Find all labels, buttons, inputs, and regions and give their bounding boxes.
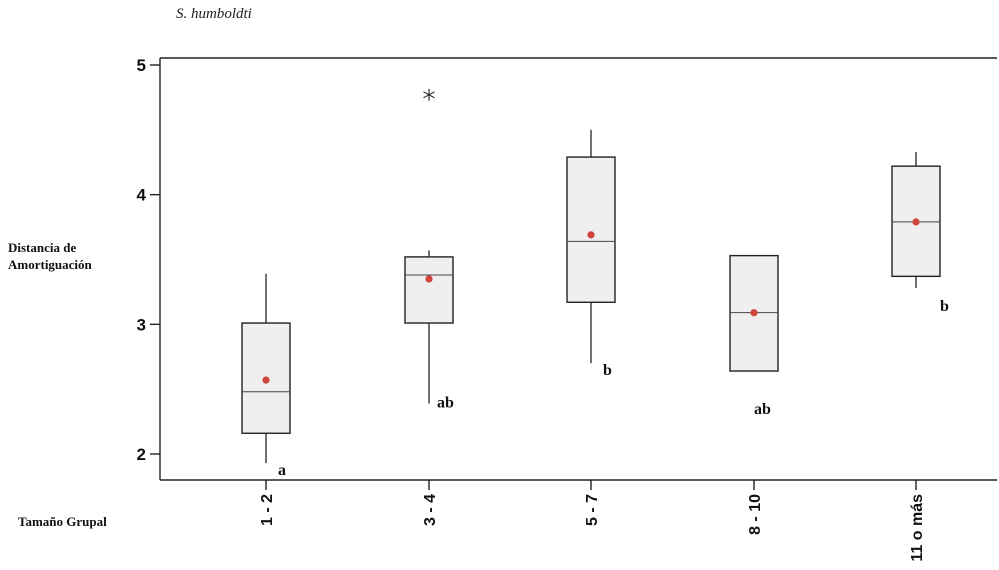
box-iqr — [404, 256, 454, 324]
y-tick-label: 2 — [137, 445, 146, 464]
chart-title: S. humboldti — [176, 6, 252, 22]
y-axis-label-line1: Distancia de — [8, 240, 77, 255]
mean-marker — [262, 376, 270, 384]
y-tick-label: 4 — [137, 186, 147, 205]
y-axis-label-line2: Amortiguación — [8, 257, 92, 272]
box-iqr — [566, 156, 616, 303]
y-tick-label: 3 — [137, 315, 146, 334]
x-axis-label: Tamaño Grupal — [18, 514, 107, 529]
mean-marker — [912, 218, 920, 226]
x-tick-label: 3 - 4 — [422, 494, 439, 526]
x-tick-label: 8 - 10 — [747, 494, 764, 535]
mean-marker — [750, 309, 758, 317]
group-letter-label: ab — [437, 394, 454, 411]
y-tick-label: 5 — [137, 56, 146, 75]
x-tick-label: 5 - 7 — [584, 494, 601, 526]
outlier-marker — [423, 88, 435, 101]
x-tick-label: 11 o más — [909, 494, 926, 562]
x-tick-label: 1 - 2 — [259, 494, 276, 526]
group-letter-label: b — [940, 298, 949, 315]
y-axis-label: Distancia de Amortiguación — [8, 239, 92, 273]
mean-marker — [425, 275, 433, 283]
group-letter-label: ab — [754, 401, 771, 418]
mean-marker — [587, 231, 595, 239]
group-letter-label: a — [278, 462, 286, 479]
group-letter-label: b — [603, 362, 612, 379]
